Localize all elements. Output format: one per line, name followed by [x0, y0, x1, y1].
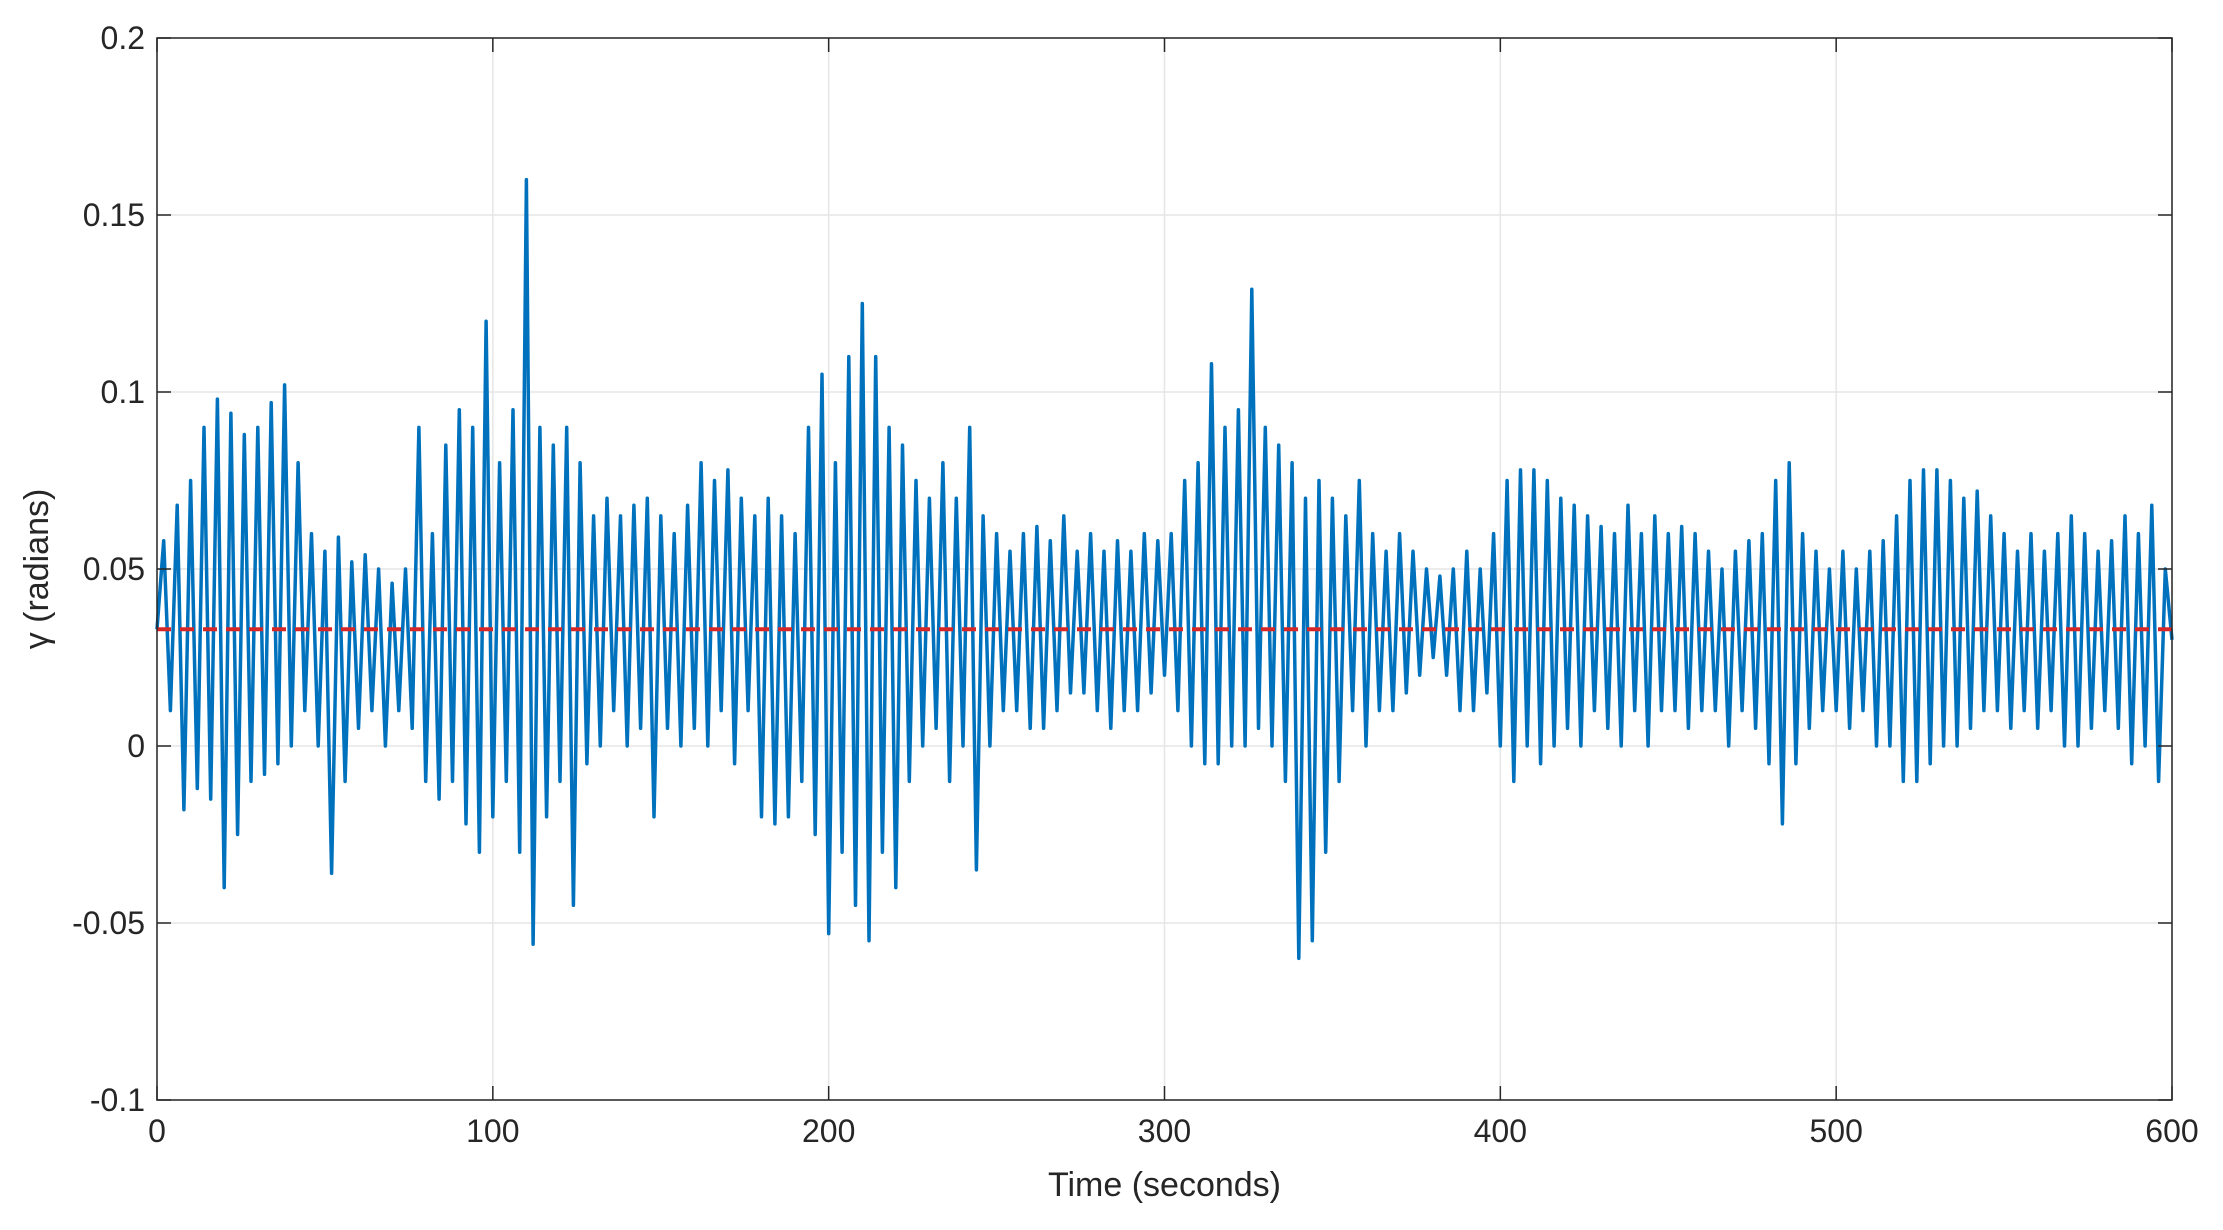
x-tick-label: 400 — [1474, 1113, 1527, 1149]
y-tick-label: 0 — [127, 728, 145, 764]
y-tick-label: 0.15 — [83, 197, 145, 233]
x-tick-label: 500 — [1809, 1113, 1862, 1149]
y-axis-label: γ (radians) — [18, 489, 56, 650]
y-tick-label: 0.2 — [101, 20, 145, 56]
x-tick-label: 100 — [466, 1113, 519, 1149]
axis-ticks: 0 100 200 300 400 500 600 -0.1 -0.05 0 0.05 0.1 0.15… — [72, 20, 2199, 1149]
y-tick-label: -0.1 — [90, 1082, 145, 1118]
y-tick-label: 0.05 — [83, 551, 145, 587]
series-layer — [155, 177, 2174, 961]
x-axis-label: Time (seconds) — [1048, 1166, 1281, 1204]
y-tick-label: -0.05 — [72, 905, 145, 941]
x-tick-label: 600 — [2145, 1113, 2198, 1149]
x-tick-label: 200 — [802, 1113, 855, 1149]
x-tick-label: 300 — [1138, 1113, 1191, 1149]
y-tick-label: 0.1 — [101, 374, 145, 410]
gamma-series-line — [155, 177, 2174, 961]
x-tick-label: 0 — [148, 1113, 166, 1149]
